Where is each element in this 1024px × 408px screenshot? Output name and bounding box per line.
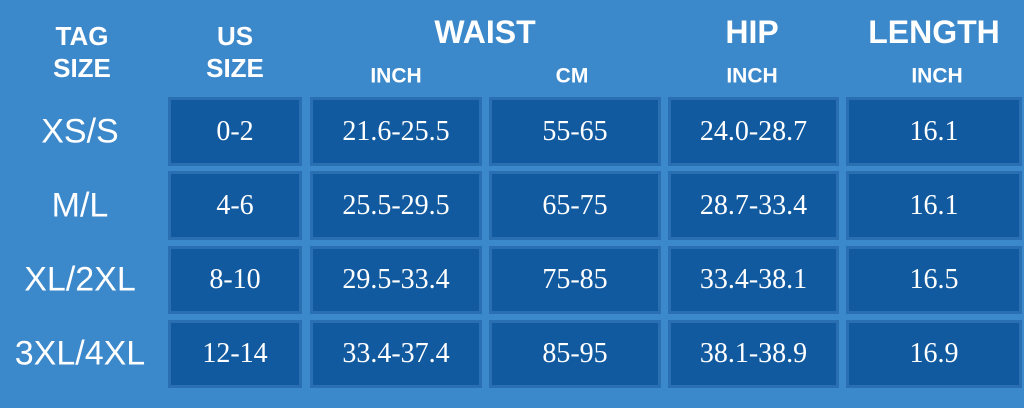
table-cell: 16.1 — [846, 97, 1022, 166]
table-cell: 25.5-29.5 — [310, 171, 482, 240]
table-cell: 16.5 — [846, 246, 1022, 314]
row-label: 3XL/4XL — [14, 334, 146, 373]
header-text: WAIST — [434, 14, 536, 50]
table-cell: 33.4-38.1 — [668, 246, 839, 314]
row-label: XL/2XL — [24, 260, 136, 299]
table-cell: 38.1-38.9 — [668, 320, 839, 388]
header-subtext: INCH — [726, 64, 778, 88]
table-cell: 12-14 — [168, 320, 302, 388]
table-cell: 75-85 — [489, 246, 661, 314]
table-cell: 16.9 — [846, 320, 1022, 388]
table-cell: 65-75 — [489, 171, 661, 240]
table-cell: 29.5-33.4 — [310, 246, 482, 314]
table-cell: 24.0-28.7 — [668, 97, 839, 166]
table-cell: 0-2 — [168, 97, 302, 166]
table-cell: 55-65 — [489, 97, 661, 166]
header-text: TAG — [55, 21, 109, 51]
table-cell: 21.6-25.5 — [310, 97, 482, 166]
header-text: HIP — [725, 14, 779, 50]
header-text: LENGTH — [868, 14, 1000, 50]
table-cell: 16.1 — [846, 171, 1022, 240]
table-cell: 28.7-33.4 — [668, 171, 839, 240]
header-text: US — [216, 21, 254, 51]
header-subtext: INCH — [370, 64, 422, 88]
header-subtext: CM — [555, 64, 589, 88]
header-subtext: INCH — [911, 64, 963, 88]
table-cell: 4-6 — [168, 171, 302, 240]
table-cell: 85-95 — [489, 320, 661, 388]
header-text: SIZE — [53, 53, 111, 83]
table-cell: 8-10 — [168, 246, 302, 314]
row-label: M/L — [51, 186, 109, 224]
row-label: XS/S — [41, 112, 119, 150]
table-cell: 33.4-37.4 — [310, 320, 482, 388]
header-text: SIZE — [206, 53, 264, 83]
